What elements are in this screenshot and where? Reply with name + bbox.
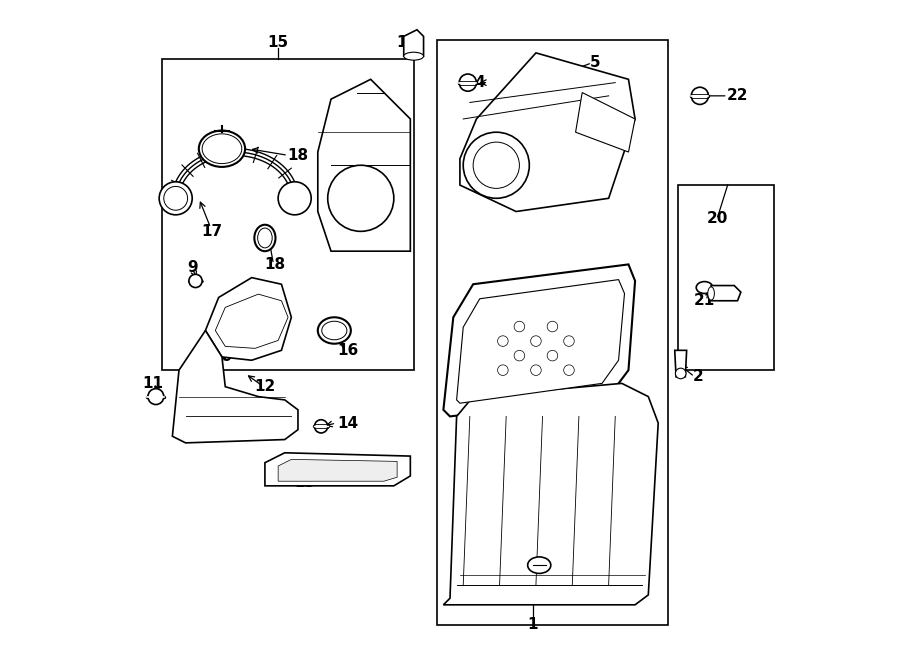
Circle shape — [464, 132, 529, 198]
Circle shape — [189, 274, 202, 288]
Ellipse shape — [255, 225, 275, 251]
Text: 13: 13 — [294, 475, 315, 490]
Polygon shape — [404, 30, 424, 56]
Circle shape — [675, 368, 686, 379]
Circle shape — [148, 389, 164, 405]
Text: 11: 11 — [142, 376, 163, 391]
Ellipse shape — [697, 282, 713, 293]
Text: 15: 15 — [267, 36, 289, 50]
Text: 22: 22 — [727, 89, 748, 103]
Text: 5: 5 — [590, 56, 600, 70]
Polygon shape — [318, 79, 410, 251]
Text: 2: 2 — [692, 369, 703, 384]
Text: 1: 1 — [527, 617, 538, 632]
Text: 3: 3 — [537, 564, 548, 579]
Polygon shape — [205, 278, 292, 360]
Circle shape — [328, 165, 394, 231]
Text: 16: 16 — [337, 343, 358, 358]
Polygon shape — [278, 459, 397, 481]
Text: 18: 18 — [265, 257, 285, 272]
Ellipse shape — [404, 52, 424, 60]
Ellipse shape — [202, 134, 242, 164]
Text: 20: 20 — [707, 211, 728, 225]
Text: 10: 10 — [212, 350, 232, 364]
Circle shape — [691, 87, 708, 104]
Polygon shape — [460, 53, 635, 212]
Text: 6: 6 — [520, 376, 531, 391]
Ellipse shape — [527, 557, 551, 574]
Circle shape — [278, 182, 311, 215]
Text: 9: 9 — [187, 260, 197, 275]
Text: 17: 17 — [202, 224, 222, 239]
Ellipse shape — [199, 131, 245, 167]
Polygon shape — [444, 264, 635, 416]
Circle shape — [473, 142, 519, 188]
Text: 8: 8 — [217, 310, 228, 325]
Circle shape — [164, 186, 187, 210]
Circle shape — [459, 74, 476, 91]
Text: 14: 14 — [337, 416, 358, 430]
Polygon shape — [265, 453, 410, 486]
Text: 21: 21 — [694, 293, 716, 308]
Ellipse shape — [318, 317, 351, 344]
Text: 18: 18 — [287, 148, 309, 163]
Text: 7: 7 — [603, 482, 614, 496]
Polygon shape — [576, 93, 635, 152]
Text: 12: 12 — [255, 379, 275, 394]
Text: 4: 4 — [474, 75, 485, 90]
Polygon shape — [456, 280, 625, 403]
Polygon shape — [444, 383, 658, 605]
Circle shape — [314, 420, 328, 433]
Circle shape — [159, 182, 193, 215]
Polygon shape — [711, 286, 741, 301]
Polygon shape — [173, 330, 298, 443]
Ellipse shape — [707, 287, 715, 300]
Ellipse shape — [257, 228, 272, 248]
Ellipse shape — [322, 321, 346, 340]
Text: 19: 19 — [397, 36, 418, 50]
Polygon shape — [675, 350, 687, 377]
